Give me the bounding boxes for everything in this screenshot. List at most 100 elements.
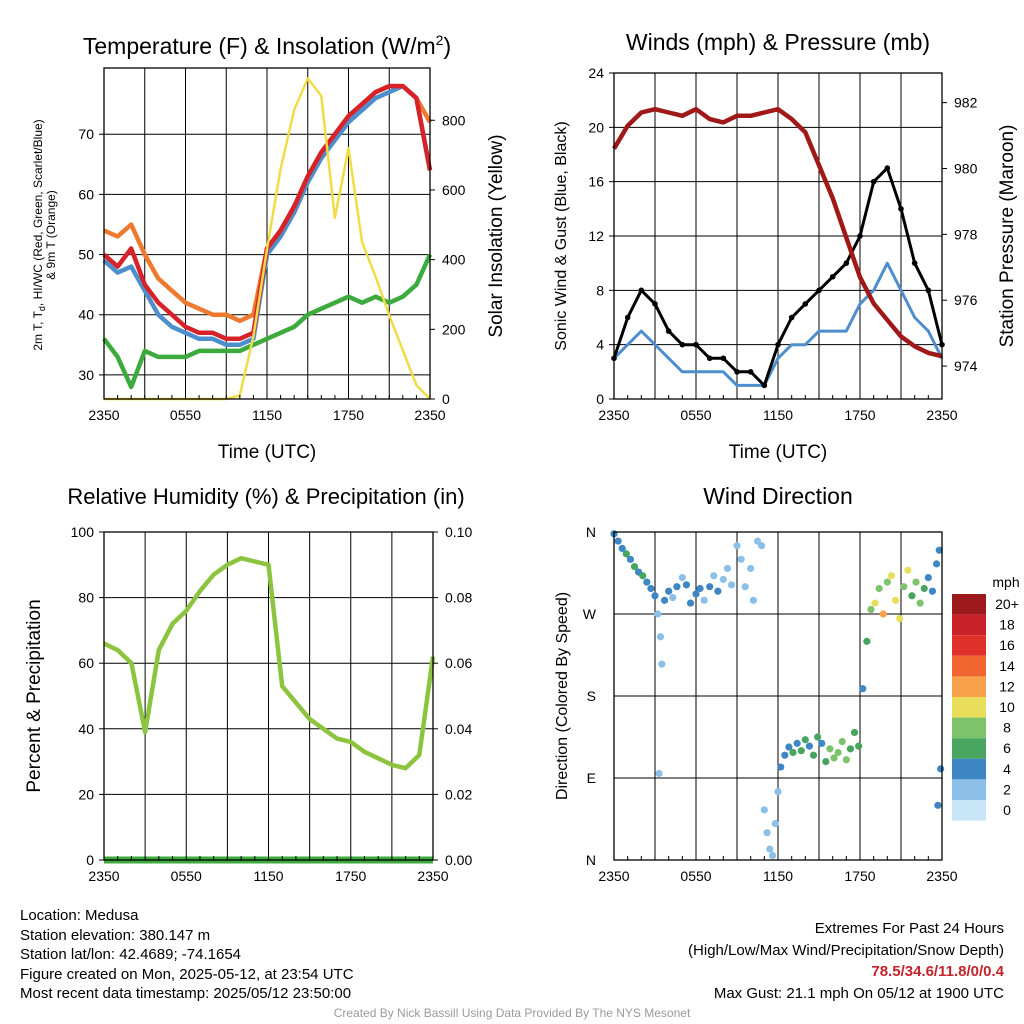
- temperature-panel: Temperature (F) & Insolation (W/m2) 2350…: [31, 32, 507, 463]
- wind-direction-point: [714, 587, 722, 595]
- gust-point: [652, 301, 658, 307]
- wind-direction-point: [651, 592, 659, 600]
- wind-direction-point: [723, 564, 732, 573]
- wind-direction-point: [678, 573, 686, 582]
- y-tick-label: 12: [588, 228, 604, 244]
- wind-direction-point: [656, 633, 665, 641]
- wind-direction-point: [614, 537, 622, 545]
- y2-tick-label: 0.02: [445, 786, 472, 802]
- wind-direction-point: [891, 596, 900, 604]
- x-tick-label: 1750: [335, 868, 366, 884]
- wind-direction-point: [896, 614, 904, 623]
- wind-direction-point: [781, 751, 789, 759]
- wind-direction-panel: Wind Direction 2350 0550 1150 1750 2350NESWN…: [554, 483, 1020, 884]
- wind-direction-point: [883, 578, 891, 586]
- x-tick-label: 0550: [680, 407, 711, 423]
- y-tick-label: 50: [78, 247, 94, 263]
- temperature-panel-title: Temperature (F) & Insolation (W/m2): [83, 32, 451, 59]
- wind-direction-point: [875, 584, 883, 593]
- y-tick-label: 8: [596, 282, 604, 298]
- colorbar-title: mph: [992, 574, 1019, 590]
- wind-direction-panel-title: Wind Direction: [703, 483, 853, 509]
- x-tick-label: 1150: [763, 868, 793, 884]
- wind-direction-point: [855, 742, 863, 750]
- wind-direction-point: [660, 596, 669, 604]
- colorbar-label: 16: [999, 637, 1015, 653]
- colorbar-swatch: [952, 717, 986, 739]
- station-location: Location: Medusa: [20, 907, 139, 924]
- wind-direction-point: [785, 743, 793, 751]
- wind-direction-point: [665, 587, 673, 595]
- x-tick-label: 2350: [598, 407, 629, 423]
- x-tick-label: 1750: [333, 407, 364, 423]
- speed-colorbar: 20+ 18 16 14 12 10 8 6 4 2 0: [952, 594, 1019, 821]
- wind-direction-point: [686, 599, 695, 607]
- wind-direction-point: [871, 599, 879, 607]
- colorbar-label: 12: [999, 678, 1015, 694]
- x-tick-label: 0550: [170, 407, 201, 423]
- series-line-3: [102, 253, 433, 390]
- gust-point: [720, 355, 727, 362]
- gust-point: [747, 369, 754, 375]
- winds-panel: Winds (mph) & Pressure (mb) 2350 0550 1150…: [553, 29, 1018, 463]
- gust-point: [693, 341, 699, 348]
- y2-tick-label: 800: [442, 112, 466, 128]
- y2-tick-label: 0: [442, 391, 450, 407]
- wind-direction-point: [747, 564, 755, 573]
- y2-tick-label: 980: [954, 160, 978, 176]
- wind-direction-point: [934, 801, 942, 809]
- wind-direction-point: [805, 742, 814, 750]
- max-gust: Max Gust: 21.1 mph On 05/12 at 1900 UTC: [713, 984, 1004, 1002]
- x-tick-label: 1150: [252, 407, 282, 423]
- y-tick-label: E: [587, 770, 596, 786]
- wind-direction-point: [916, 599, 924, 607]
- wind-direction-point: [859, 685, 867, 693]
- wind-direction-point: [763, 829, 771, 837]
- x-tick-label: 2350: [88, 868, 119, 884]
- wind-direction-point: [822, 758, 830, 766]
- wind-direction-point: [647, 584, 655, 593]
- temperature-y-axis-label: 2m T, Td, HI/WC (Red, Green, Scarlet/Blu…: [31, 119, 58, 350]
- x-tick-label: 0550: [680, 868, 711, 884]
- wind-direction-point: [673, 583, 681, 591]
- y-tick-label: 0: [86, 852, 94, 868]
- y2-tick-label: 600: [442, 182, 466, 198]
- wind-direction-point: [719, 575, 727, 583]
- y-tick-label: 40: [78, 721, 94, 737]
- wind-direction-point: [639, 572, 647, 580]
- wind-direction-point: [920, 584, 928, 593]
- wind-direction-point: [777, 763, 785, 771]
- y-tick-label: 60: [78, 655, 94, 671]
- wind-direction-point: [737, 555, 745, 563]
- wind-direction-point: [793, 739, 801, 747]
- colorbar-swatch: [952, 635, 986, 656]
- wind-direction-point: [801, 736, 809, 744]
- gust-point: [829, 273, 836, 280]
- y2-tick-label: 0.06: [445, 655, 472, 671]
- wind-direction-point: [696, 584, 704, 593]
- x-tick-label: 2350: [926, 868, 957, 884]
- svg-text:& 9m T (Orange): & 9m T (Orange): [44, 190, 58, 280]
- colorbar-label: 10: [999, 699, 1015, 715]
- y2-tick-label: 400: [442, 252, 466, 268]
- wind-direction-point: [630, 563, 639, 571]
- svg-text:2m T, Td, HI/WC (Red, Green, S: 2m T, Td, HI/WC (Red, Green, Scarlet/Blu…: [31, 119, 47, 350]
- x-tick-label: 1750: [844, 868, 875, 884]
- y-tick-label: 70: [78, 126, 94, 142]
- figure-created: Figure created on Mon, 2025-05-12, at 23…: [20, 965, 354, 983]
- wind-direction-point: [830, 754, 838, 762]
- y-tick-label: 20: [588, 119, 604, 135]
- colorbar-swatch: [952, 676, 986, 697]
- colorbar-swatch: [952, 594, 986, 615]
- series-line-2: [612, 106, 943, 359]
- wind-direction-point: [846, 745, 855, 753]
- x-tick-label: 0550: [171, 868, 202, 884]
- series-line-0: [103, 555, 436, 771]
- colorbar-label: 8: [1003, 720, 1011, 736]
- humidity-y-axis-label: Percent & Precipitation: [24, 599, 45, 792]
- wind-direction-point: [618, 544, 626, 553]
- wind-direction-point: [692, 590, 700, 598]
- colorbar-label: 4: [1003, 761, 1011, 777]
- winds-panel-title: Winds (mph) & Pressure (mb): [626, 29, 930, 55]
- extremes-legend: (High/Low/Max Wind/Precipitation/Snow De…: [688, 941, 1004, 959]
